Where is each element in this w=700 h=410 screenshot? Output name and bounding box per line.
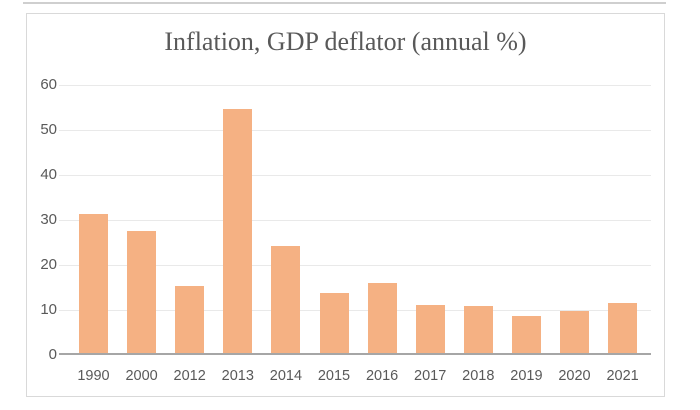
y-tick-label-10: 10 bbox=[40, 301, 57, 318]
chart-title: Inflation, GDP deflator (annual %) bbox=[164, 27, 527, 56]
x-tick-label-2019: 2019 bbox=[510, 368, 543, 384]
y-tick-label-50: 50 bbox=[40, 121, 57, 138]
x-tick-label-2013: 2013 bbox=[221, 368, 254, 384]
x-tick-label-2021: 2021 bbox=[606, 368, 639, 384]
x-tick-label-2020: 2020 bbox=[558, 368, 591, 384]
y-tick-label-0: 0 bbox=[48, 346, 57, 363]
gridline-20 bbox=[59, 265, 651, 266]
gridline-30 bbox=[59, 220, 651, 221]
x-tick-label-2017: 2017 bbox=[414, 368, 447, 384]
gridline-10 bbox=[59, 310, 651, 311]
gridline-60 bbox=[59, 85, 651, 86]
x-tick-label-2016: 2016 bbox=[365, 368, 399, 384]
x-tick-label-2000: 2000 bbox=[125, 368, 158, 384]
x-tick-label-2018: 2018 bbox=[462, 368, 495, 384]
x-tick-label-2012: 2012 bbox=[173, 368, 206, 384]
window-top-edge-line bbox=[23, 2, 666, 4]
x-tick-label-2014: 2014 bbox=[269, 368, 303, 384]
bar-2018[interactable] bbox=[463, 306, 493, 353]
bar-2014[interactable] bbox=[271, 245, 301, 353]
bar-2013[interactable] bbox=[223, 109, 253, 353]
x-tick-label-1990: 1990 bbox=[77, 368, 110, 384]
y-tick-label-60: 60 bbox=[40, 76, 57, 93]
y-tick-label-30: 30 bbox=[40, 211, 57, 228]
bar-2000[interactable] bbox=[127, 231, 157, 353]
bar-2016[interactable] bbox=[367, 282, 397, 353]
bar-2019[interactable] bbox=[511, 315, 541, 353]
y-tick-label-40: 40 bbox=[40, 166, 57, 183]
y-tick-label-20: 20 bbox=[40, 256, 57, 273]
bar-2020[interactable] bbox=[560, 311, 589, 353]
bar-2021[interactable] bbox=[608, 302, 638, 353]
bar-2017[interactable] bbox=[415, 304, 445, 353]
x-tick-label-2015: 2015 bbox=[317, 368, 351, 384]
plot-area bbox=[59, 85, 651, 355]
chart-frame[interactable]: Inflation, GDP deflator (annual %) 0 10 20… bbox=[26, 13, 665, 397]
bar-2015[interactable] bbox=[319, 293, 349, 353]
gridline-50 bbox=[59, 130, 651, 131]
bar-2012[interactable] bbox=[175, 285, 205, 353]
bar-1990[interactable] bbox=[79, 213, 108, 353]
gridline-40 bbox=[59, 175, 651, 176]
